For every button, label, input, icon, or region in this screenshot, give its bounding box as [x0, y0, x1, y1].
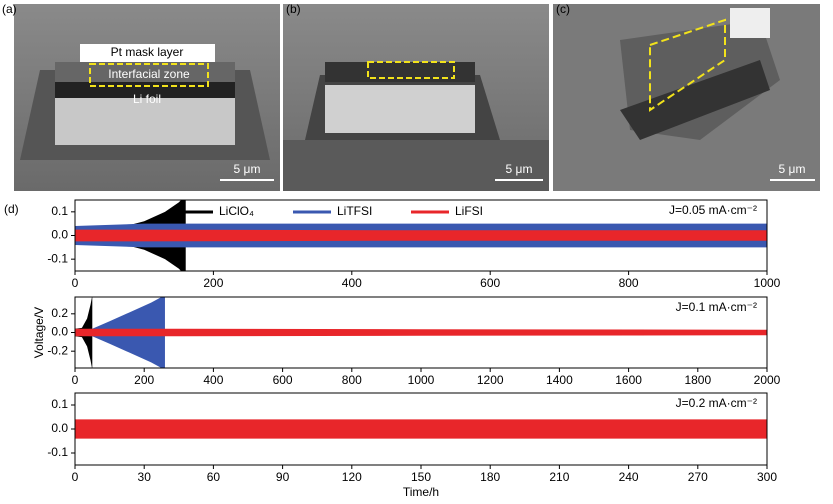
- panel-label: (a): [2, 2, 17, 16]
- plot-area: [75, 200, 767, 271]
- y-tick-label: -0.1: [47, 251, 68, 265]
- annotation: J=0.05 mA·cm⁻²: [669, 203, 757, 217]
- sem-image-c: 5 μm (c): [553, 2, 820, 191]
- y-axis-label: Voltage/V: [32, 307, 46, 358]
- annotation: J=0.2 mA·cm⁻²: [676, 396, 757, 410]
- x-tick-label: 200: [203, 276, 223, 290]
- panel-label: (c): [556, 2, 570, 16]
- plot-area: [75, 419, 767, 439]
- x-tick-label: 0: [72, 373, 79, 387]
- voltage-band: [75, 328, 767, 337]
- image-annotation: Pt mask layer: [111, 45, 184, 59]
- image-annotation: Interfacial zone: [108, 67, 190, 81]
- legend-label: LiClO₄: [219, 204, 254, 218]
- image-annotation: Li foil: [133, 92, 161, 106]
- x-tick-label: 400: [203, 373, 223, 387]
- x-tick-label: 800: [619, 276, 639, 290]
- x-tick-label: 1200: [477, 373, 504, 387]
- scale-bar-label: 5 μm: [779, 162, 806, 176]
- x-tick-label: 1000: [754, 276, 781, 290]
- x-tick-label: 30: [138, 470, 152, 484]
- x-tick-label: 600: [273, 373, 293, 387]
- x-tick-label: 120: [342, 470, 362, 484]
- y-tick-label: -0.1: [47, 445, 68, 459]
- y-tick-label: 0.1: [51, 204, 68, 218]
- x-axis-label: Time/h: [403, 485, 439, 499]
- x-tick-label: 0: [72, 470, 79, 484]
- x-tick-label: 800: [342, 373, 362, 387]
- x-tick-label: 1400: [546, 373, 573, 387]
- sem-image-b: 5 μm (b): [283, 2, 549, 191]
- x-tick-label: 2000: [754, 373, 781, 387]
- y-tick-label: -0.2: [47, 343, 68, 357]
- y-tick-label: 0.2: [51, 306, 68, 320]
- x-tick-label: 200: [134, 373, 154, 387]
- panel-label: (d): [4, 202, 19, 216]
- y-tick-label: 0.0: [51, 228, 68, 242]
- x-tick-label: 240: [619, 470, 639, 484]
- x-tick-label: 300: [757, 470, 777, 484]
- x-tick-label: 90: [276, 470, 290, 484]
- x-tick-label: 150: [411, 470, 431, 484]
- x-tick-label: 270: [688, 470, 708, 484]
- scale-bar-label: 5 μm: [234, 162, 261, 176]
- panel-label: (b): [286, 2, 301, 16]
- y-tick-label: 0.0: [51, 421, 68, 435]
- x-tick-label: 1800: [684, 373, 711, 387]
- x-tick-label: 1600: [615, 373, 642, 387]
- x-tick-label: 180: [480, 470, 500, 484]
- voltage-band: [75, 419, 767, 439]
- x-tick-label: 0: [72, 276, 79, 290]
- x-tick-label: 60: [207, 470, 221, 484]
- x-tick-label: 400: [342, 276, 362, 290]
- sem-image-a: Pt mask layer Interfacial zone Li foil 5…: [2, 2, 280, 191]
- legend-label: LiTFSI: [337, 204, 372, 218]
- x-tick-label: 600: [480, 276, 500, 290]
- y-tick-label: 0.0: [51, 325, 68, 339]
- scale-bar-label: 5 μm: [506, 162, 533, 176]
- voltage-band: [75, 229, 767, 242]
- plot-area: [75, 297, 767, 368]
- annotation: J=0.1 mA·cm⁻²: [676, 300, 757, 314]
- x-tick-label: 1000: [408, 373, 435, 387]
- y-tick-label: 0.1: [51, 397, 68, 411]
- x-tick-label: 210: [549, 470, 569, 484]
- legend-label: LiFSI: [455, 204, 483, 218]
